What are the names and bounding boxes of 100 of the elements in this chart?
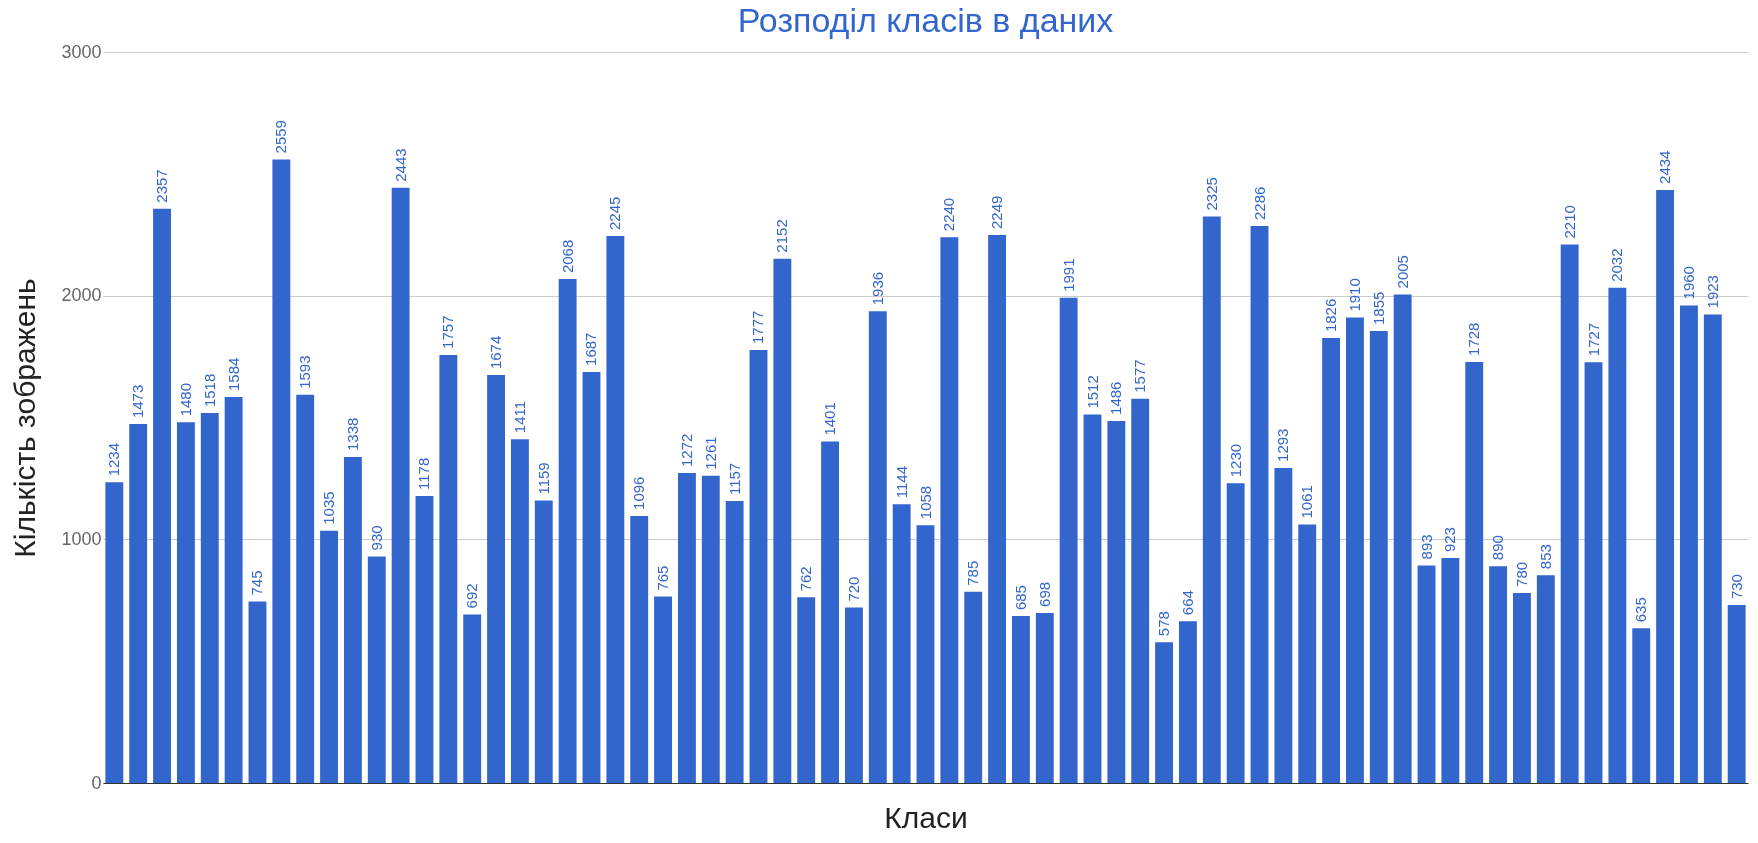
bar: [272, 159, 291, 783]
bar: [1513, 592, 1531, 783]
bar: [582, 371, 601, 783]
data-label: 1826: [1322, 298, 1340, 333]
bar: [367, 556, 386, 783]
bar: [654, 596, 673, 783]
data-label: 578: [1155, 611, 1173, 637]
data-label: 664: [1178, 590, 1196, 616]
data-label: 698: [1035, 581, 1053, 607]
data-label: 1855: [1369, 291, 1387, 325]
bar: [224, 397, 243, 783]
data-label: 2559: [272, 120, 290, 154]
data-label: 1727: [1584, 322, 1602, 357]
bar: [343, 456, 362, 783]
data-label: 1261: [701, 436, 719, 470]
bar: [1226, 483, 1245, 783]
x-axis-title: Класи: [884, 800, 968, 834]
data-label: 2434: [1656, 150, 1674, 184]
bar: [916, 525, 935, 783]
bar: [1298, 524, 1317, 783]
bar: [1441, 558, 1460, 783]
bar: [463, 614, 482, 783]
bar: [630, 515, 649, 783]
data-label: 2357: [153, 169, 171, 203]
data-label: 1058: [916, 485, 934, 520]
bar: [439, 354, 458, 783]
bar: [940, 237, 959, 783]
data-label: 1991: [1059, 258, 1077, 292]
data-label: 1518: [200, 373, 218, 408]
data-label: 1687: [582, 332, 600, 366]
bar: [1035, 612, 1054, 783]
bar: [1560, 244, 1579, 783]
data-label: 685: [1011, 585, 1029, 611]
bar: [1727, 605, 1746, 783]
bar: [558, 279, 577, 783]
data-label: 692: [463, 583, 481, 609]
data-label: 1960: [1679, 266, 1697, 300]
bar: [797, 597, 816, 783]
data-label: 1178: [415, 457, 433, 490]
data-label: 2210: [1560, 205, 1578, 239]
data-label: 1338: [343, 417, 361, 451]
data-label: 1230: [1226, 443, 1244, 478]
data-label: 730: [1727, 574, 1745, 600]
bar: [200, 413, 219, 783]
data-label: 785: [964, 560, 982, 586]
data-label: 2005: [1393, 255, 1411, 289]
bar: [1369, 331, 1388, 783]
bar: [1155, 642, 1174, 783]
data-label: 930: [367, 525, 385, 551]
data-label: 853: [1536, 544, 1554, 570]
bar: [153, 208, 171, 783]
bar: [296, 394, 315, 783]
data-label: 780: [1512, 561, 1530, 587]
y-tick-label: 1000: [61, 528, 102, 549]
data-label: 1584: [224, 357, 242, 392]
bar: [1656, 189, 1675, 783]
data-label: 2443: [391, 148, 409, 182]
data-label: 1910: [1345, 278, 1363, 312]
data-label: 2152: [773, 219, 791, 253]
data-label: 2325: [1202, 177, 1220, 211]
data-label: 1473: [129, 384, 147, 419]
bar: [1250, 225, 1269, 783]
data-label: 2068: [558, 239, 576, 274]
bar: [844, 607, 863, 783]
bar: [415, 495, 434, 783]
data-label: 1480: [176, 383, 194, 417]
data-label: 1159: [534, 462, 552, 495]
data-label: 1144: [892, 465, 910, 499]
data-label: 765: [654, 565, 672, 591]
bar: [964, 591, 983, 783]
bar: [391, 187, 410, 783]
data-label: 1486: [1107, 381, 1125, 415]
bar: [868, 311, 887, 783]
data-label: 893: [1417, 534, 1435, 560]
data-label: 2249: [988, 195, 1006, 229]
bar: [1417, 565, 1436, 783]
data-label: 1777: [749, 310, 767, 344]
data-label: 1936: [868, 271, 886, 306]
bar: [1703, 314, 1722, 783]
bar: [701, 475, 720, 783]
bar: [1584, 362, 1603, 783]
bar: [1489, 566, 1508, 783]
data-label: 1234: [105, 442, 123, 477]
bar: [534, 500, 553, 783]
bar: [129, 424, 148, 783]
bar: [320, 530, 338, 783]
data-label: 1593: [296, 355, 314, 389]
bar: [1107, 420, 1126, 783]
data-label: 635: [1632, 597, 1650, 623]
data-label: 2240: [940, 197, 958, 232]
y-tick-label: 3000: [61, 41, 102, 62]
bar: [892, 504, 911, 783]
data-label: 2286: [1250, 186, 1268, 220]
bar: [1011, 616, 1030, 783]
data-label: 1096: [630, 476, 648, 510]
data-label: 1401: [821, 402, 839, 436]
bar: [1178, 621, 1197, 783]
data-label: 1035: [320, 491, 338, 525]
data-label: 745: [248, 570, 266, 596]
y-tick-label: 2000: [61, 285, 102, 306]
